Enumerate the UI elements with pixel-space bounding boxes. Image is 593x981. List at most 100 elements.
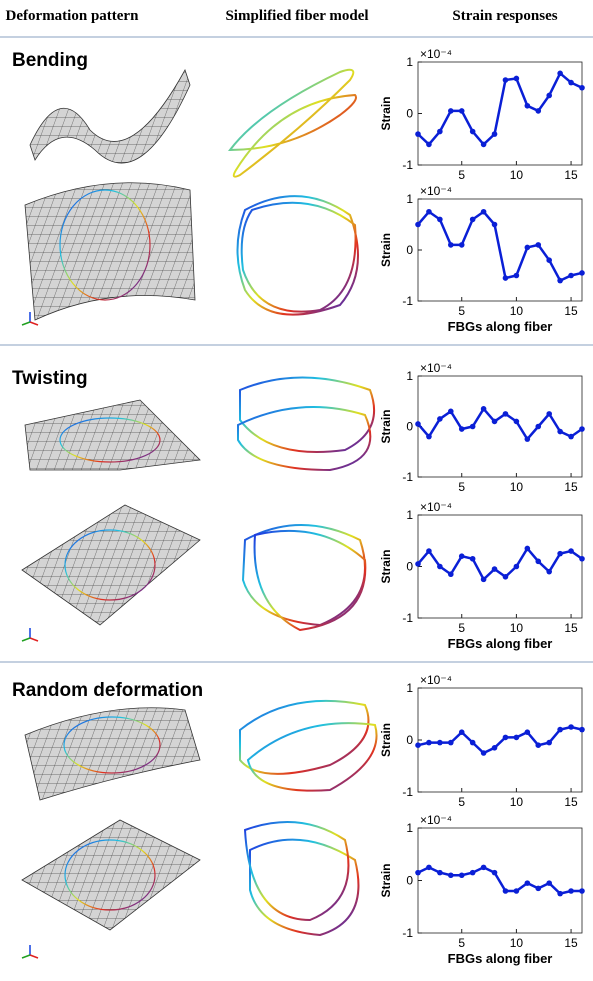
data-point [557,551,563,557]
section-title: Twisting [12,368,88,389]
data-point [568,434,574,440]
data-point [546,740,552,746]
x-axis-label: FBGs along fiber [448,319,553,334]
data-point [525,546,531,552]
y-axis-label: Strain [379,863,393,897]
data-point [415,870,421,876]
data-point [426,434,432,440]
y-tick-label: 1 [406,821,413,835]
y-tick-label: -1 [402,158,413,172]
data-point [492,745,498,751]
data-point [492,870,498,876]
data-point [514,564,520,570]
data-point [557,429,563,435]
data-point [426,209,432,215]
data-point [525,729,531,735]
data-point [579,556,585,562]
data-point [535,108,541,114]
data-point [546,93,552,99]
x-tick-label: 10 [510,621,524,635]
data-point [535,424,541,430]
x-tick-label: 5 [458,168,465,182]
data-point [514,419,520,425]
data-point [459,872,465,878]
data-point [426,548,432,554]
x-tick-label: 5 [458,621,465,635]
x-tick-label: 15 [564,480,578,494]
data-point [535,242,541,248]
data-point [426,142,432,148]
data-point [514,735,520,741]
data-point [579,85,585,91]
data-point [437,740,443,746]
data-point [481,577,487,583]
data-point [579,727,585,733]
data-point [459,426,465,432]
y-tick-label: -1 [402,611,413,625]
data-point [415,742,421,748]
data-point [503,275,509,281]
data-point [470,740,476,746]
data-point [459,553,465,559]
y-axis-label: Strain [379,549,393,583]
y-tick-label: -1 [402,926,413,940]
data-point [568,888,574,894]
data-point [448,740,454,746]
data-point [415,222,421,228]
data-point [557,727,563,733]
data-point [503,735,509,741]
data-point [481,209,487,215]
x-axis-label: FBGs along fiber [448,636,553,651]
data-point [481,750,487,756]
data-point [568,80,574,86]
scale-label: ×10⁻⁴ [420,813,452,827]
data-point [514,273,520,279]
data-point [437,217,443,223]
x-tick-label: 15 [564,795,578,809]
section-title: Random deformation [12,680,203,701]
data-point [415,561,421,567]
x-tick-label: 15 [564,936,578,950]
data-point [470,556,476,562]
data-point [568,273,574,279]
data-point [492,131,498,137]
data-point [437,129,443,135]
data-point [415,421,421,427]
data-point [437,870,443,876]
data-point [525,880,531,886]
y-tick-label: 0 [406,874,413,888]
data-point [481,865,487,871]
data-point [481,406,487,412]
data-point [557,278,563,284]
data-point [525,436,531,442]
y-axis-label: Strain [379,409,393,443]
data-point [448,872,454,878]
data-point [503,411,509,417]
data-point [492,419,498,425]
y-tick-label: -1 [402,294,413,308]
x-tick-label: 15 [564,621,578,635]
scale-label: ×10⁻⁴ [420,673,452,687]
x-tick-label: 5 [458,304,465,318]
y-tick-label: 0 [406,107,413,121]
x-tick-label: 15 [564,304,578,318]
data-point [568,724,574,730]
data-point [579,270,585,276]
data-point [426,740,432,746]
fiber-models [230,70,377,935]
data-point [535,559,541,565]
scale-label: ×10⁻⁴ [420,361,452,375]
axis-triads [22,312,38,958]
x-tick-label: 15 [564,168,578,182]
x-tick-label: 10 [510,168,524,182]
y-axis-label: Strain [379,233,393,267]
data-point [546,569,552,575]
data-point [546,880,552,886]
x-axis-label: FBGs along fiber [448,951,553,966]
y-axis-label: Strain [379,723,393,757]
plot-frame [418,688,582,792]
scale-label: ×10⁻⁴ [420,47,452,61]
column-header: Strain responses [452,8,557,24]
column-header: Simplified fiber model [225,8,368,24]
data-point [448,242,454,248]
